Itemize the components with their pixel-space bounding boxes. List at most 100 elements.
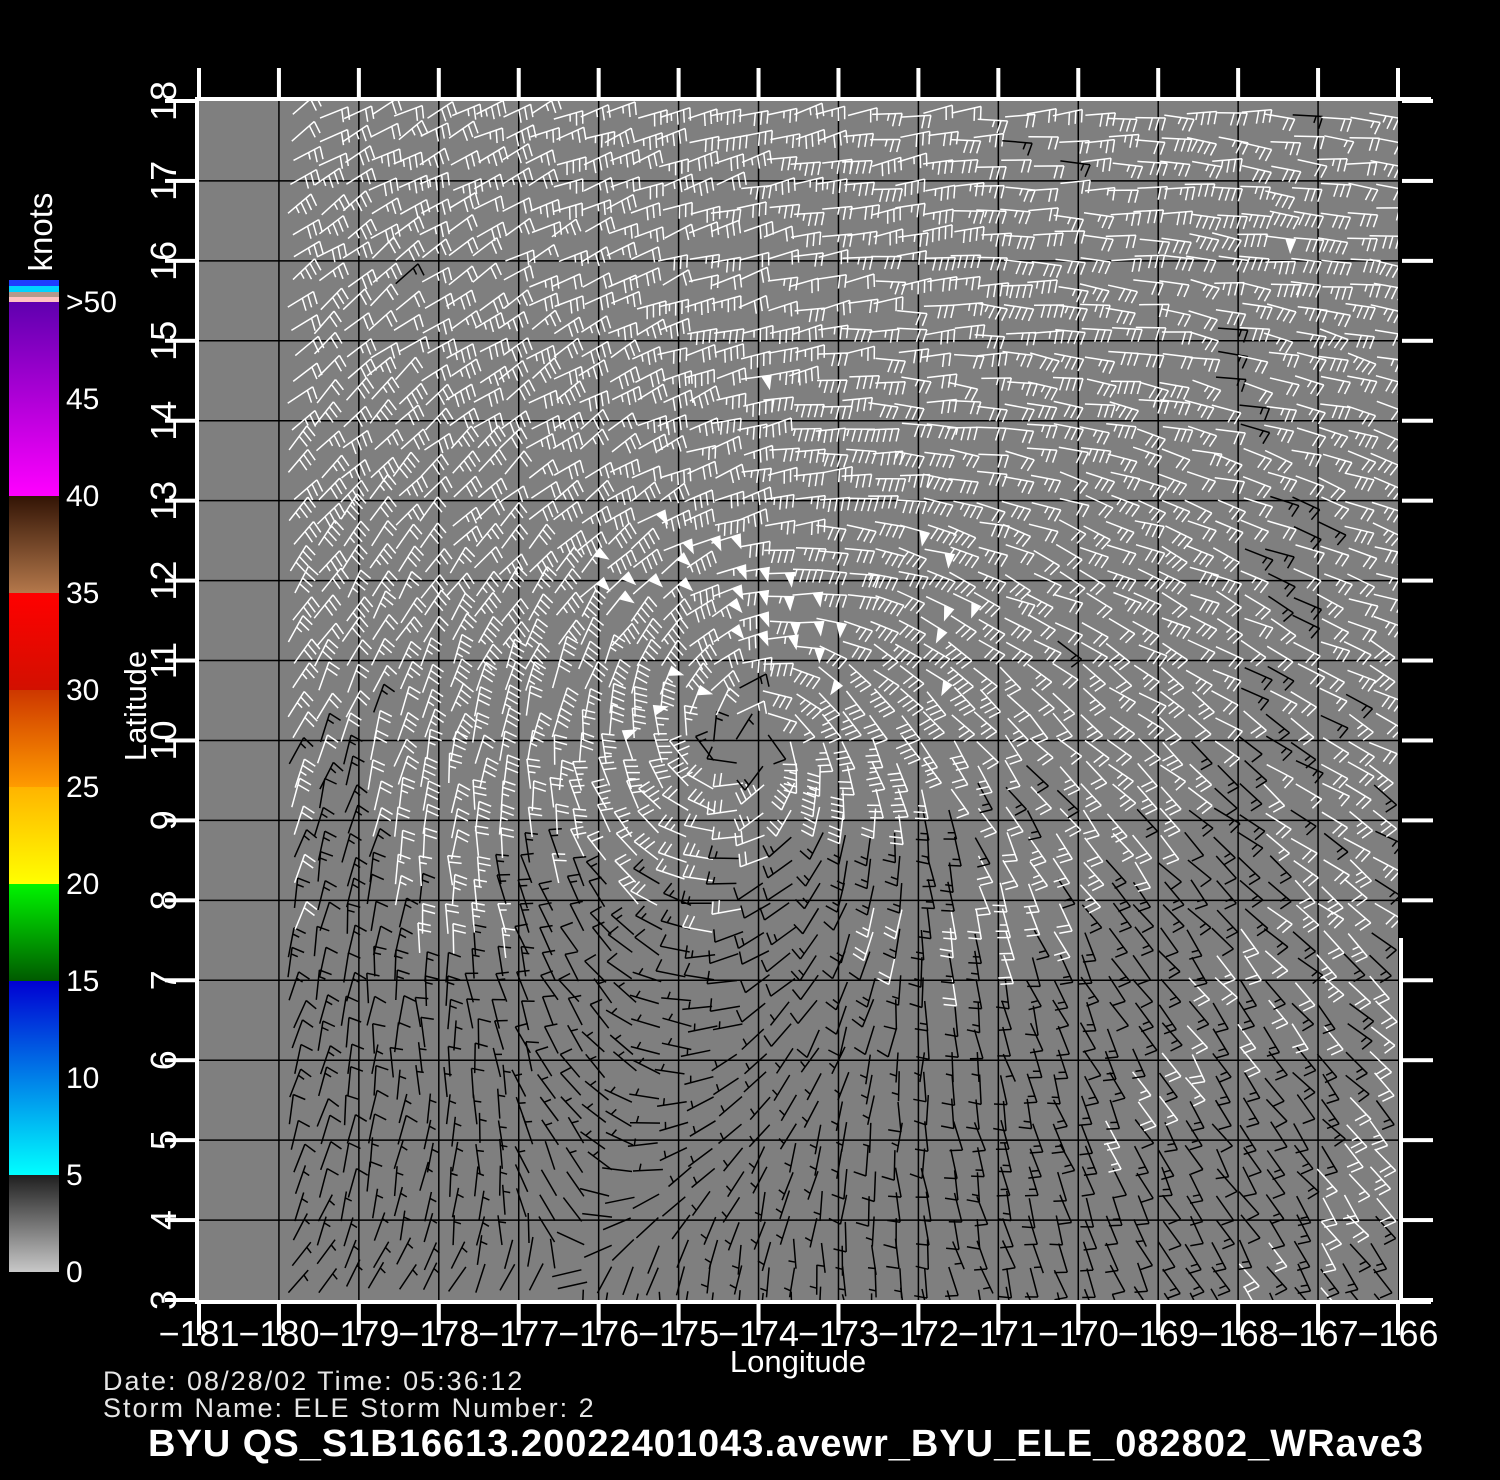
wind-barb <box>475 1143 484 1174</box>
wind-barb <box>1291 1002 1315 1032</box>
wind-barb <box>313 806 335 837</box>
wind-barb <box>1373 689 1398 712</box>
axis-line-top <box>195 97 1431 101</box>
wind-barb <box>317 1020 336 1051</box>
wind-barb <box>791 667 821 690</box>
wind-barb <box>1184 1144 1204 1175</box>
wind-barb <box>453 525 483 546</box>
axis-frame-layer <box>195 97 1431 1304</box>
wind-barb <box>1244 667 1273 691</box>
wind-barb <box>869 688 896 718</box>
wind-barb <box>1108 975 1126 1007</box>
wind-barb <box>540 1169 558 1197</box>
wind-barb <box>1184 1243 1202 1275</box>
wind-barb <box>373 1212 389 1241</box>
wind-barb <box>1349 1002 1375 1031</box>
x-tick-label: −170 <box>1038 1313 1119 1354</box>
wind-barb <box>1317 1004 1336 1035</box>
wind-barb <box>854 858 872 890</box>
wind-barb <box>740 902 771 919</box>
wind-barb <box>1244 908 1269 937</box>
wind-barb <box>634 928 660 956</box>
wind-barb <box>691 535 722 552</box>
wind-barb <box>688 150 719 172</box>
y-tick-right <box>1402 418 1433 423</box>
wind-barb <box>843 620 874 643</box>
wind-barb <box>372 262 403 283</box>
wind-barb <box>1238 1263 1260 1293</box>
wind-barb <box>341 616 369 643</box>
wind-barb <box>472 237 503 257</box>
wind-barb <box>1105 642 1131 671</box>
wind-barb <box>1244 617 1274 640</box>
wind-barb <box>344 1239 360 1269</box>
wind-barb <box>1296 1195 1312 1227</box>
wind-barb <box>1319 687 1348 712</box>
wind-barb <box>705 871 737 885</box>
wind-barb <box>817 1242 826 1273</box>
wind-barb <box>842 256 874 271</box>
wind-barb <box>942 909 957 940</box>
wind-barb <box>446 289 477 310</box>
wind-barb <box>921 1288 926 1300</box>
wind-barb <box>1078 954 1093 985</box>
wind-barb <box>944 1006 959 1038</box>
wind-barb <box>1212 1002 1229 1034</box>
wind-barb <box>1323 832 1349 861</box>
wind-barb <box>629 1088 660 1100</box>
wind-barb <box>1215 1195 1235 1226</box>
y-tick-right <box>1402 738 1433 743</box>
wind-barb <box>1244 548 1274 571</box>
y-tick-label: 5 <box>143 1130 184 1150</box>
wind-barb <box>1005 786 1027 816</box>
wind-barb <box>318 550 348 574</box>
wind-barb <box>1267 881 1292 910</box>
wind-barb <box>977 782 993 814</box>
wind-barb <box>1218 136 1249 155</box>
wind-barb <box>446 572 475 596</box>
wind-barb <box>318 1268 338 1294</box>
wind-barb <box>977 1289 981 1300</box>
wind-barb <box>1137 762 1158 793</box>
wind-barb <box>552 432 584 453</box>
wind-barb <box>793 252 824 267</box>
wind-barb <box>974 184 1005 199</box>
wind-barb <box>1132 446 1163 468</box>
wind-barb <box>1295 783 1323 809</box>
y-tick-left <box>165 99 196 103</box>
wind-barb <box>287 1269 309 1294</box>
wind-barb <box>973 591 1001 618</box>
wind-barb <box>1104 1215 1119 1246</box>
wind-barb <box>1212 669 1242 692</box>
wind-barb <box>1290 717 1315 746</box>
wind-barb <box>502 197 533 214</box>
wind-barb <box>1082 1268 1096 1299</box>
wind-barb <box>1240 570 1269 594</box>
wind-barb <box>1243 710 1267 739</box>
x-tick-bottom <box>916 1304 921 1335</box>
wind-barb <box>1160 834 1180 865</box>
wind-barb <box>528 593 554 621</box>
wind-barb <box>1240 185 1272 200</box>
wind-barb <box>473 878 488 910</box>
wind-barb <box>833 1221 847 1253</box>
wind-barb <box>1004 234 1036 250</box>
wind-barb <box>668 1166 692 1188</box>
wind-barb <box>1058 446 1089 465</box>
wind-barb <box>371 520 398 547</box>
wind-barb <box>1029 1022 1044 1054</box>
wind-barb <box>922 758 943 789</box>
wind-barb <box>870 138 901 153</box>
wind-barb <box>738 1290 741 1300</box>
wind-barb <box>825 1005 847 1035</box>
wind-barb <box>552 1269 582 1278</box>
wind-barb <box>502 1064 511 1095</box>
wind-barb <box>420 756 438 788</box>
x-tick-bottom <box>1076 1304 1081 1335</box>
wind-barb <box>503 1239 514 1269</box>
wind-barb <box>1348 1173 1371 1203</box>
wind-barb <box>1159 807 1181 838</box>
wind-barb <box>978 639 1006 665</box>
wind-barb <box>1293 237 1325 253</box>
wind-barb <box>367 1113 387 1144</box>
